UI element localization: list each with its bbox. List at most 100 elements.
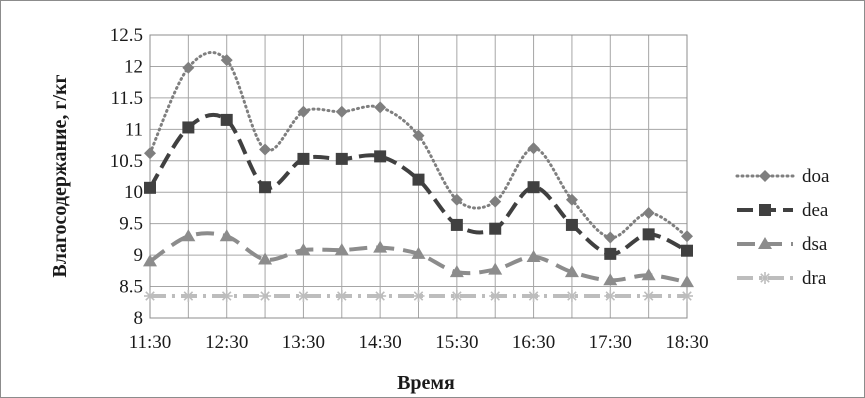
y-tick-label: 9.5 [119, 214, 143, 235]
data-point-diamond [681, 230, 693, 243]
x-tick-label: 16:30 [512, 332, 555, 353]
legend-label: doa [802, 166, 830, 187]
y-tick-label: 12.5 [110, 25, 143, 46]
data-point-square [182, 121, 195, 134]
legend-item-dra: dra [737, 268, 827, 289]
x-axis-title: Время [397, 372, 455, 394]
series-dra [144, 289, 693, 302]
data-point-square [335, 152, 348, 165]
series-dsa [143, 229, 694, 288]
data-point-diamond [335, 105, 348, 118]
y-tick-label: 11.5 [110, 88, 143, 109]
data-point-triangle [603, 273, 618, 286]
data-point-asterisk [297, 289, 310, 302]
data-point-triangle [526, 249, 541, 262]
y-tick-label: 8 [134, 308, 144, 329]
data-point-diamond [220, 54, 233, 67]
x-tick-label: 17:30 [589, 332, 632, 353]
data-point-triangle [488, 262, 503, 275]
data-point-triangle [334, 243, 349, 256]
data-point-square [259, 181, 272, 194]
data-point-asterisk [220, 289, 233, 302]
data-point-square [412, 173, 425, 186]
data-point-triangle [641, 268, 656, 281]
data-point-square [604, 247, 617, 260]
data-point-triangle [143, 254, 157, 267]
data-point-asterisk [604, 289, 617, 302]
x-tick-label: 12:30 [205, 332, 248, 353]
data-point-diamond [374, 101, 387, 114]
data-point-diamond [182, 61, 195, 74]
x-tick-label: 14:30 [359, 332, 402, 353]
data-point-asterisk [412, 289, 425, 302]
data-point-diamond [604, 231, 617, 244]
data-point-diamond [412, 129, 425, 142]
data-point-asterisk [144, 289, 156, 302]
x-tick-label: 11:30 [129, 332, 172, 353]
series-layer [143, 50, 694, 302]
legend-label: dra [802, 268, 827, 289]
data-point-asterisk [450, 289, 463, 302]
data-point-square [642, 228, 655, 241]
data-point-diamond [259, 143, 272, 156]
grid-lines [149, 34, 688, 319]
data-point-diamond [144, 147, 156, 160]
data-point-asterisk [565, 289, 578, 302]
y-tick-label: 12 [124, 56, 143, 77]
data-point-triangle [449, 265, 464, 278]
data-point-diamond [527, 142, 540, 155]
data-point-square [144, 181, 156, 194]
x-tick-label: 18:30 [665, 332, 708, 353]
y-tick-label: 10 [124, 182, 143, 203]
data-point-diamond [450, 193, 463, 206]
data-point-diamond [489, 195, 502, 208]
data-point-diamond [565, 193, 578, 206]
data-point-asterisk [182, 289, 195, 302]
data-point-triangle [411, 246, 426, 259]
x-tick-label: 15:30 [435, 332, 478, 353]
data-point-square [374, 150, 387, 163]
legend-item-doa: doa [735, 166, 830, 187]
series-dea [144, 112, 693, 260]
data-point-triangle [373, 240, 388, 253]
x-tick-label: 13:30 [282, 332, 325, 353]
data-point-triangle [758, 237, 772, 249]
y-tick-label: 8.5 [119, 277, 143, 298]
data-point-square [297, 152, 310, 165]
y-axis-tick-labels: 8 8.5 9 9.5 10 10.5 11 11.5 12 12.5 [110, 25, 143, 329]
data-point-triangle [564, 265, 579, 278]
data-point-diamond [297, 105, 310, 118]
data-point-asterisk [642, 289, 655, 302]
data-point-triangle [258, 252, 273, 265]
x-axis-tick-labels: 11:30 12:30 13:30 14:30 15:30 16:30 17:30 18:30 [129, 332, 709, 353]
data-point-triangle [219, 229, 234, 242]
series-doa [144, 50, 693, 244]
y-axis-title: Влагосодержание, г/кг [49, 74, 71, 277]
data-point-square [527, 181, 540, 194]
legend-item-dsa: dsa [737, 234, 828, 255]
data-point-square [489, 222, 502, 235]
data-point-square [450, 218, 463, 231]
legend-label: dsa [802, 234, 828, 255]
y-tick-label: 9 [134, 245, 144, 266]
data-point-diamond [759, 170, 771, 182]
y-tick-label: 11 [125, 119, 143, 140]
data-point-square [565, 218, 578, 231]
legend-label: dea [802, 200, 829, 221]
data-point-triangle [181, 229, 196, 242]
legend: doa dea dsa dra [735, 166, 830, 289]
data-point-triangle [680, 275, 694, 288]
y-tick-label: 10.5 [110, 151, 143, 172]
data-point-square [220, 113, 233, 126]
data-point-asterisk [489, 289, 502, 302]
data-point-asterisk [374, 289, 387, 302]
data-point-square [759, 204, 771, 216]
series-line-doa [148, 50, 689, 240]
data-point-asterisk [259, 289, 272, 302]
data-point-diamond [642, 206, 655, 219]
plot-border [149, 34, 688, 319]
data-point-asterisk [527, 289, 540, 302]
legend-item-dea: dea [737, 200, 829, 221]
data-point-asterisk [759, 272, 771, 284]
